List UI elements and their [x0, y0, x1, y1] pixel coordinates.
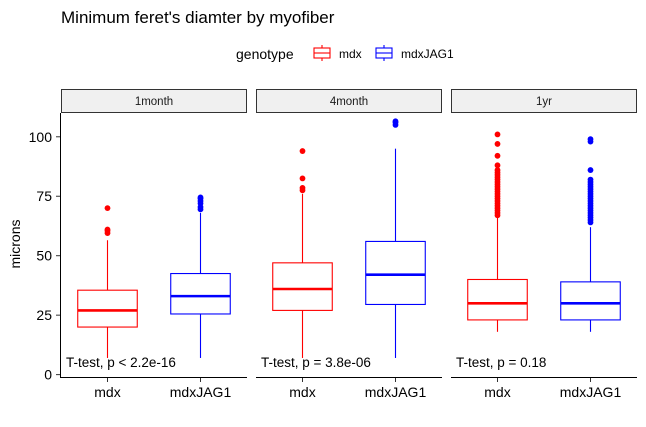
box-mdxJAG1 [170, 194, 231, 358]
box-mdx [77, 205, 138, 358]
outlier-point [299, 148, 306, 154]
box-mdxJAG1 [560, 136, 621, 332]
panel-4month: 4month mdx mdxJAG1 T-test, p = 3.8e-06 [256, 89, 442, 400]
box-mdx [272, 148, 333, 358]
facet-strip [256, 89, 442, 113]
outlier-point [587, 176, 594, 183]
outlier-point [104, 226, 111, 233]
legend-item-mdxJAG1: mdxJAG1 [375, 45, 454, 61]
box-iqr [560, 281, 621, 321]
x-tick-label: mdx [484, 384, 510, 400]
legend-label: mdx [339, 47, 362, 61]
box-iqr [170, 272, 231, 315]
facet-strip [61, 89, 247, 113]
x-tick-label: mdx [94, 384, 120, 400]
outlier-point [587, 136, 594, 143]
x-tick-label: mdx [289, 384, 315, 400]
box-iqr [272, 262, 333, 311]
facet-strip-label: 4month [330, 96, 368, 108]
panel-1month: 1month mdx mdxJAG1 T-test, p < 2.2e-16 [61, 89, 247, 400]
ttest-annotation: T-test, p = 3.8e-06 [261, 355, 371, 370]
outlier-point [494, 167, 501, 173]
chart-title: Minimum feret's diamter by myofiber [61, 8, 335, 27]
outlier-point [587, 167, 594, 173]
legend-title: genotype [236, 46, 294, 62]
outlier-point [197, 194, 204, 201]
legend-item-mdx: mdx [313, 45, 362, 61]
x-tick-label: mdxJAG1 [170, 384, 232, 400]
legend: genotype mdx mdxJAG1 [236, 45, 454, 62]
x-tick-label: mdxJAG1 [365, 384, 427, 400]
box-iqr [467, 278, 528, 321]
outlier-point [494, 152, 501, 159]
outlier-point [299, 185, 306, 191]
ttest-annotation: T-test, p = 0.18 [456, 355, 546, 370]
y-axis-label: microns [7, 219, 23, 268]
y-tick-label: 75 [36, 188, 52, 204]
y-tick-label: 0 [44, 367, 52, 383]
box-mdxJAG1 [365, 118, 426, 358]
box-iqr [77, 289, 138, 328]
outlier-point [494, 141, 501, 147]
y-tick-label: 25 [36, 307, 52, 323]
outlier-point [299, 175, 306, 182]
box-mdx [467, 131, 528, 332]
outlier-point [104, 205, 111, 212]
facet-strip [451, 89, 637, 113]
ttest-annotation: T-test, p < 2.2e-16 [66, 355, 176, 370]
outlier-point [494, 131, 501, 138]
outlier-point [494, 162, 501, 169]
y-tick-label: 100 [29, 129, 53, 145]
outlier-point [392, 118, 399, 125]
facet-strip-label: 1month [135, 96, 173, 108]
panel-1yr: 1yr mdx mdxJAG1 T-test, p = 0.18 [451, 89, 637, 400]
box-iqr [365, 240, 426, 306]
x-tick-label: mdxJAG1 [560, 384, 622, 400]
legend-label: mdxJAG1 [401, 47, 454, 61]
y-tick-label: 50 [36, 248, 52, 264]
facet-strip-label: 1yr [536, 96, 552, 108]
